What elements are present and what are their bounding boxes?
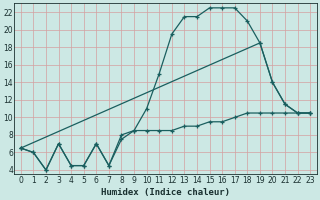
X-axis label: Humidex (Indice chaleur): Humidex (Indice chaleur) bbox=[101, 188, 230, 197]
